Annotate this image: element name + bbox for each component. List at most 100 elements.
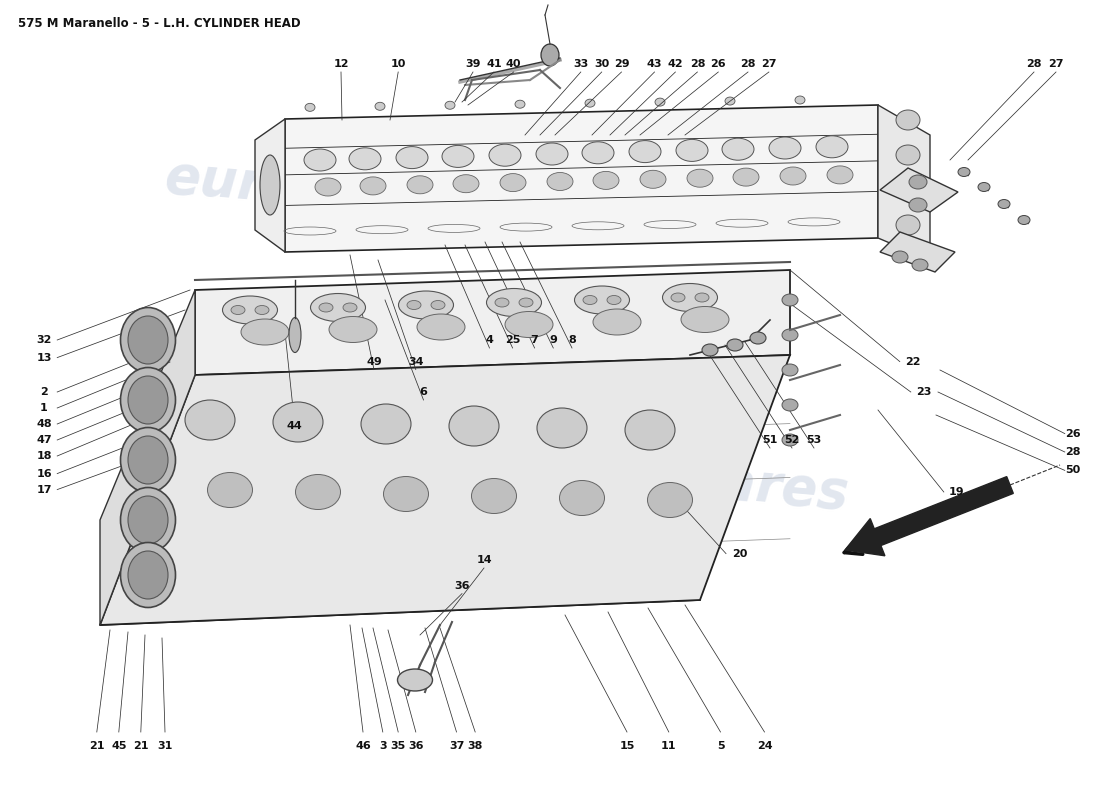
Ellipse shape bbox=[640, 170, 666, 188]
Ellipse shape bbox=[978, 182, 990, 191]
Ellipse shape bbox=[343, 303, 358, 312]
Ellipse shape bbox=[782, 434, 797, 446]
Ellipse shape bbox=[727, 339, 742, 351]
Text: 1: 1 bbox=[40, 403, 48, 413]
Text: 47: 47 bbox=[36, 435, 52, 445]
Text: eurospares: eurospares bbox=[162, 151, 498, 233]
Text: 49: 49 bbox=[366, 357, 382, 366]
Ellipse shape bbox=[593, 171, 619, 190]
Ellipse shape bbox=[782, 294, 797, 306]
Ellipse shape bbox=[607, 295, 621, 305]
Ellipse shape bbox=[128, 551, 168, 599]
Text: 32: 32 bbox=[36, 335, 52, 345]
Ellipse shape bbox=[486, 289, 541, 317]
Text: 42: 42 bbox=[668, 59, 683, 69]
Text: 52: 52 bbox=[784, 435, 800, 445]
Ellipse shape bbox=[446, 102, 455, 110]
Ellipse shape bbox=[397, 669, 432, 691]
Text: 2: 2 bbox=[40, 387, 48, 397]
Ellipse shape bbox=[702, 344, 718, 356]
Ellipse shape bbox=[289, 318, 301, 353]
Ellipse shape bbox=[222, 296, 277, 324]
Ellipse shape bbox=[782, 399, 797, 411]
Ellipse shape bbox=[128, 496, 168, 544]
Ellipse shape bbox=[398, 291, 453, 319]
Ellipse shape bbox=[547, 173, 573, 190]
Ellipse shape bbox=[304, 149, 336, 171]
Text: 50: 50 bbox=[1065, 466, 1080, 475]
Text: 36: 36 bbox=[408, 741, 424, 750]
Text: 26: 26 bbox=[711, 59, 726, 69]
Text: 37: 37 bbox=[449, 741, 464, 750]
Ellipse shape bbox=[896, 110, 920, 130]
Ellipse shape bbox=[255, 306, 270, 314]
Ellipse shape bbox=[1018, 215, 1030, 225]
Ellipse shape bbox=[769, 137, 801, 159]
Ellipse shape bbox=[319, 303, 333, 312]
Polygon shape bbox=[285, 105, 878, 252]
Text: 20: 20 bbox=[733, 549, 748, 558]
Ellipse shape bbox=[750, 332, 766, 344]
Text: 12: 12 bbox=[333, 59, 349, 69]
Text: 38: 38 bbox=[468, 741, 483, 750]
Ellipse shape bbox=[384, 477, 429, 511]
Text: 28: 28 bbox=[690, 59, 705, 69]
Text: 39: 39 bbox=[465, 59, 481, 69]
Ellipse shape bbox=[536, 143, 568, 165]
Text: 18: 18 bbox=[36, 451, 52, 461]
Text: 13: 13 bbox=[36, 353, 52, 362]
Ellipse shape bbox=[121, 487, 176, 553]
Ellipse shape bbox=[827, 166, 853, 184]
Text: eurospares: eurospares bbox=[514, 439, 850, 521]
Ellipse shape bbox=[537, 408, 587, 448]
Text: 40: 40 bbox=[506, 59, 521, 69]
Ellipse shape bbox=[315, 178, 341, 196]
Text: 21: 21 bbox=[89, 741, 104, 750]
Text: 15: 15 bbox=[619, 741, 635, 750]
Ellipse shape bbox=[582, 142, 614, 164]
Text: 575 M Maranello - 5 - L.H. CYLINDER HEAD: 575 M Maranello - 5 - L.H. CYLINDER HEAD bbox=[18, 17, 300, 30]
Text: 28: 28 bbox=[1065, 447, 1080, 457]
Ellipse shape bbox=[431, 301, 446, 310]
Ellipse shape bbox=[121, 542, 176, 607]
Text: 24: 24 bbox=[757, 741, 772, 750]
Ellipse shape bbox=[442, 146, 474, 167]
Text: 8: 8 bbox=[568, 335, 576, 345]
Ellipse shape bbox=[208, 473, 253, 507]
Ellipse shape bbox=[519, 298, 534, 307]
Ellipse shape bbox=[500, 174, 526, 192]
Text: 22: 22 bbox=[905, 357, 921, 366]
Ellipse shape bbox=[407, 301, 421, 310]
FancyArrow shape bbox=[845, 477, 1013, 556]
Ellipse shape bbox=[909, 175, 927, 189]
Text: 45: 45 bbox=[111, 741, 126, 750]
Ellipse shape bbox=[490, 144, 521, 166]
Ellipse shape bbox=[909, 198, 927, 212]
Ellipse shape bbox=[231, 306, 245, 314]
Ellipse shape bbox=[574, 286, 629, 314]
Ellipse shape bbox=[260, 155, 280, 215]
Ellipse shape bbox=[733, 168, 759, 186]
Ellipse shape bbox=[695, 293, 710, 302]
Text: 9: 9 bbox=[549, 335, 558, 345]
Ellipse shape bbox=[722, 138, 754, 160]
Text: 53: 53 bbox=[806, 435, 822, 445]
Ellipse shape bbox=[472, 478, 517, 514]
Text: 16: 16 bbox=[36, 469, 52, 478]
Ellipse shape bbox=[396, 146, 428, 169]
Text: 14: 14 bbox=[476, 555, 492, 565]
Text: 5: 5 bbox=[717, 741, 724, 750]
Ellipse shape bbox=[892, 251, 907, 263]
Text: 27: 27 bbox=[761, 59, 777, 69]
Text: 17: 17 bbox=[36, 485, 52, 494]
Ellipse shape bbox=[816, 136, 848, 158]
Text: 10: 10 bbox=[390, 59, 406, 69]
Text: 28: 28 bbox=[740, 59, 756, 69]
Ellipse shape bbox=[912, 259, 928, 271]
Ellipse shape bbox=[296, 474, 341, 510]
Ellipse shape bbox=[241, 319, 289, 345]
Text: 41: 41 bbox=[486, 59, 502, 69]
Ellipse shape bbox=[593, 309, 641, 335]
Ellipse shape bbox=[515, 100, 525, 108]
Ellipse shape bbox=[662, 283, 717, 311]
